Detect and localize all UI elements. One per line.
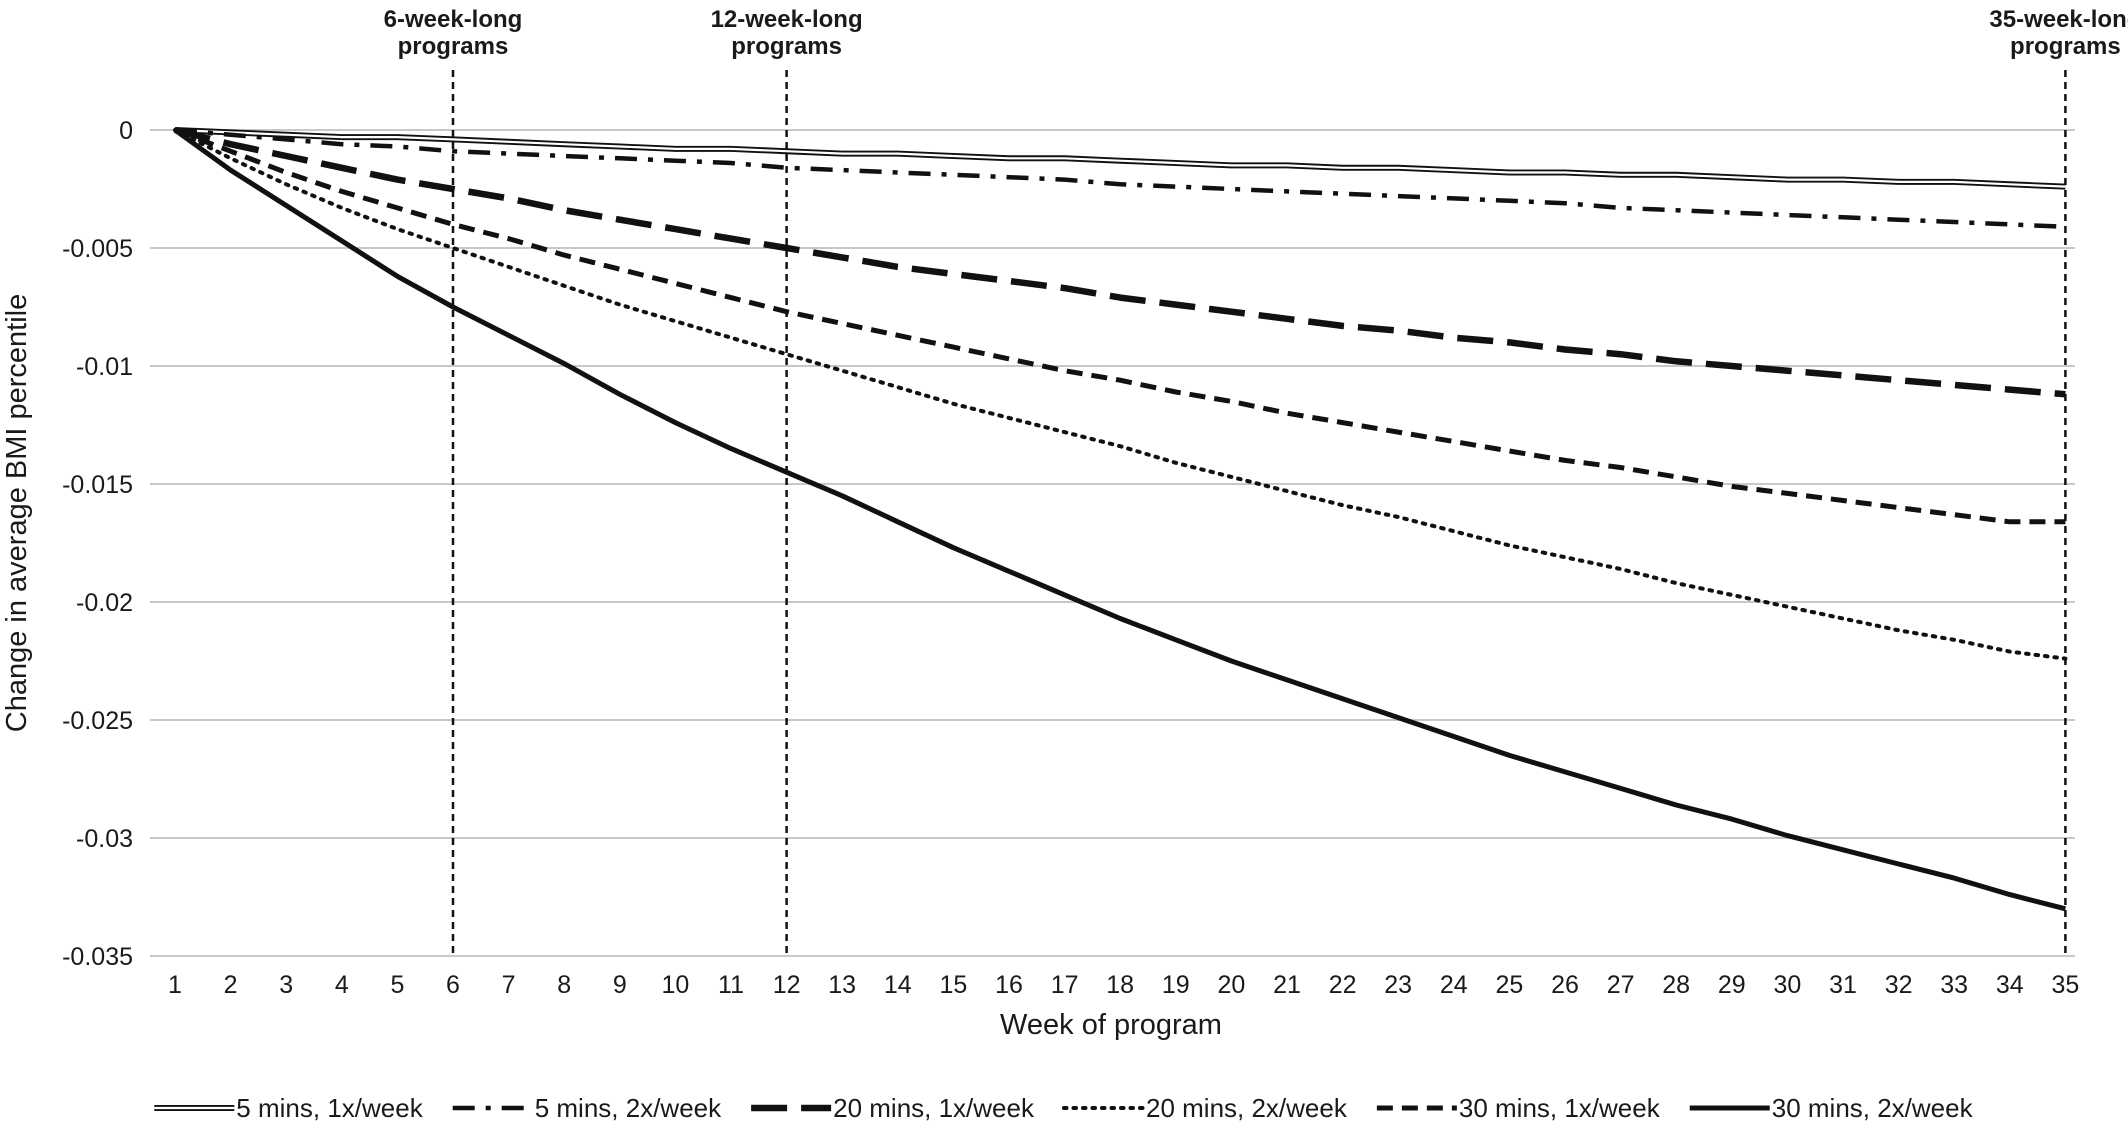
legend-label: 5 mins, 2x/week <box>535 1093 722 1123</box>
y-tick-label: -0.035 <box>62 943 133 971</box>
x-tick-label: 30 <box>1773 971 1801 999</box>
x-tick-label: 15 <box>939 971 967 999</box>
x-tick-label: 2 <box>224 971 238 999</box>
x-tick-label: 10 <box>661 971 689 999</box>
series-line-30-mins-2x-week <box>173 127 2067 912</box>
x-tick-label: 18 <box>1106 971 1134 999</box>
x-tick-label: 33 <box>1940 971 1968 999</box>
y-axis-label: Change in average BMI percentile <box>1 294 33 732</box>
gridlines <box>150 129 2075 957</box>
x-tick-label: 20 <box>1217 971 1245 999</box>
x-tick-label: 9 <box>613 971 627 999</box>
y-tick-label: -0.005 <box>62 235 133 263</box>
program-annotation: 12-week-long programs <box>711 6 863 60</box>
legend-label: 20 mins, 2x/week <box>1146 1093 1348 1123</box>
x-tick-label: 14 <box>884 971 912 999</box>
x-tick-label: 6 <box>446 971 460 999</box>
legend-label: 20 mins, 1x/week <box>833 1093 1035 1123</box>
program-annotation: 35-week-long programs <box>1989 6 2128 60</box>
x-tick-label: 21 <box>1273 971 1301 999</box>
x-tick-label: 29 <box>1718 971 1746 999</box>
x-tick-label: 26 <box>1551 971 1579 999</box>
x-tick-label: 13 <box>828 971 856 999</box>
x-tick-label: 24 <box>1440 971 1468 999</box>
x-tick-label: 32 <box>1885 971 1913 999</box>
x-tick-label: 34 <box>1996 971 2024 999</box>
series-line-5-mins-1x-week-inner <box>174 128 2066 188</box>
program-annotations: 6-week-long programs 12-week-long programs 3… <box>384 6 2128 60</box>
x-tick-label: 17 <box>1051 971 1079 999</box>
y-tick-label: 0 <box>119 117 133 145</box>
x-tick-label: 12 <box>773 971 801 999</box>
x-tick-label: 28 <box>1662 971 1690 999</box>
legend: 5 mins, 1x/week 5 mins, 2x/week 20 mins, 1… <box>154 1093 1974 1123</box>
x-tick-label: 7 <box>502 971 516 999</box>
x-tick-label: 31 <box>1829 971 1857 999</box>
x-axis-label: Week of program <box>1000 1009 1222 1041</box>
y-tick-label: -0.03 <box>76 825 133 853</box>
y-axis-ticks: 0 -0.005 -0.01 -0.015 -0.02 -0.025 -0.03 -0.035 <box>62 117 133 971</box>
legend-label: 30 mins, 1x/week <box>1459 1093 1661 1123</box>
legend-label: 5 mins, 1x/week <box>236 1093 423 1123</box>
y-tick-label: -0.01 <box>76 353 133 381</box>
y-tick-label: -0.025 <box>62 707 133 735</box>
x-axis-ticks: 1 2 3 4 5 6 7 8 9 10 11 12 13 14 15 16 17 18 19 20 21 22 23 24 2… <box>168 971 2079 999</box>
x-tick-label: 22 <box>1329 971 1357 999</box>
x-tick-label: 3 <box>279 971 293 999</box>
y-tick-label: -0.02 <box>76 589 133 617</box>
x-tick-label: 27 <box>1607 971 1635 999</box>
x-tick-label: 25 <box>1495 971 1523 999</box>
x-tick-label: 19 <box>1162 971 1190 999</box>
series-line-5-mins-2x-week <box>174 127 2066 230</box>
program-annotation: 6-week-long programs <box>384 6 523 60</box>
legend-label: 30 mins, 2x/week <box>1772 1093 1974 1123</box>
x-tick-label: 5 <box>390 971 404 999</box>
series-line-5-mins-1x-week <box>174 127 2066 190</box>
x-tick-label: 1 <box>168 971 182 999</box>
x-tick-label: 16 <box>995 971 1023 999</box>
y-tick-label: -0.015 <box>62 471 133 499</box>
x-tick-label: 23 <box>1384 971 1412 999</box>
series-line-20-mins-1x-week <box>174 126 2066 398</box>
program-length-markers <box>451 70 2067 956</box>
series-line-30-mins-1x-week <box>174 127 2066 525</box>
series-lines <box>173 126 2068 912</box>
x-tick-label: 8 <box>557 971 571 999</box>
x-tick-label: 35 <box>2051 971 2079 999</box>
x-tick-label: 11 <box>718 971 744 999</box>
series-line-20-mins-2x-week <box>173 128 2068 661</box>
x-tick-label: 4 <box>335 971 349 999</box>
